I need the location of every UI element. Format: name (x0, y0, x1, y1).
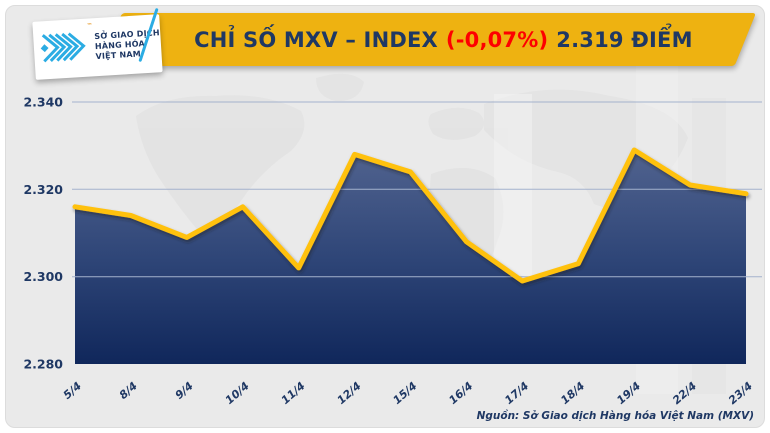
y-axis-tick-label: 2.300 (23, 269, 63, 284)
x-axis-tick-label: 12/4 (335, 379, 364, 407)
x-axis-tick-label: 19/4 (614, 379, 643, 407)
x-axis-tick-label: 10/4 (223, 379, 252, 407)
mxv-logo-icon: ™ (39, 22, 94, 73)
x-axis-tick-label: 22/4 (670, 379, 699, 407)
infographic-card: 2.280 2.300 2.320 2.340 5/4 8/4 9/4 10/4 11/4 12/… (5, 5, 765, 428)
title-banner: CHỈ SỐ MXV – INDEX (-0,07%) 2.319 ĐIỂM (100, 13, 756, 66)
y-axis-tick-label: 2.280 (23, 357, 63, 372)
trademark-symbol: ™ (86, 22, 93, 30)
area-fill (75, 150, 746, 364)
mxv-logo-card: ™ SỞ GIAO DỊCH HÀNG HÓA VIỆT NAM (32, 14, 163, 80)
index-line (72, 147, 749, 284)
brand-name: SỞ GIAO DỊCH HÀNG HÓA VIỆT NAM (94, 28, 161, 62)
title-text: CHỈ SỐ MXV – INDEX (193, 27, 438, 52)
y-axis-tick-label: 2.320 (23, 182, 63, 197)
page-title: CHỈ SỐ MXV – INDEX (-0,07%) 2.319 ĐIỂM (160, 28, 697, 52)
x-axis-tick-label: 9/4 (173, 379, 196, 401)
x-axis-tick-label: 15/4 (391, 379, 420, 407)
title-change-percent: (-0,07%) (445, 27, 549, 52)
x-axis-tick-label: 5/4 (61, 379, 84, 401)
x-axis-tick-label: 17/4 (502, 379, 531, 407)
mxv-index-area-chart: 2.280 2.300 2.320 2.340 5/4 8/4 9/4 10/4 11/4 12/… (23, 95, 762, 407)
y-axis-tick-label: 2.340 (23, 95, 63, 110)
x-axis-tick-label: 8/4 (117, 379, 140, 401)
source-note: Nguồn: Sở Giao dịch Hàng hóa Việt Nam (M… (476, 410, 754, 422)
x-axis-tick-label: 16/4 (446, 379, 475, 407)
x-axis-tick-label: 18/4 (558, 379, 587, 407)
mxv-logo-chevrons-icon (40, 32, 86, 63)
title-index-value: 2.319 ĐIỂM (556, 27, 693, 52)
x-axis-tick-label: 23/4 (726, 379, 755, 407)
x-axis-tick-label: 11/4 (279, 379, 308, 407)
